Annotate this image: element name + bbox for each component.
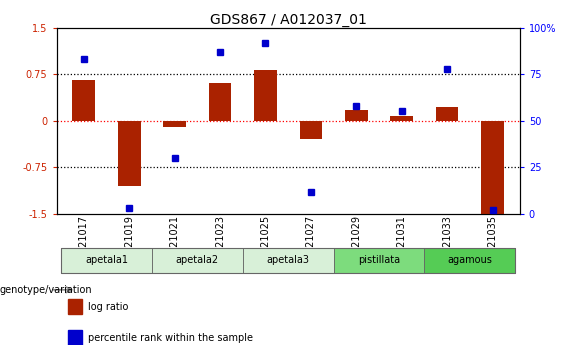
Text: log ratio: log ratio <box>88 302 128 312</box>
Bar <box>163 121 186 127</box>
Text: percentile rank within the sample: percentile rank within the sample <box>88 333 253 343</box>
Text: apetala3: apetala3 <box>267 256 310 265</box>
Bar <box>68 330 82 345</box>
Text: pistillata: pistillata <box>358 256 400 265</box>
Bar <box>152 248 243 273</box>
Bar <box>390 116 413 121</box>
Bar <box>243 248 333 273</box>
Bar <box>72 80 95 121</box>
Bar <box>299 121 322 139</box>
Bar <box>345 110 368 121</box>
Bar <box>254 70 277 121</box>
Text: apetala1: apetala1 <box>85 256 128 265</box>
Bar <box>68 299 82 314</box>
Text: apetala2: apetala2 <box>176 256 219 265</box>
Title: GDS867 / A012037_01: GDS867 / A012037_01 <box>210 12 367 27</box>
Text: agamous: agamous <box>447 256 492 265</box>
Bar <box>118 121 141 186</box>
Bar <box>61 248 152 273</box>
Bar <box>424 248 515 273</box>
Bar <box>333 248 424 273</box>
Bar <box>481 121 504 215</box>
Text: genotype/variation: genotype/variation <box>0 285 93 295</box>
Bar <box>436 107 458 121</box>
Bar <box>208 83 232 121</box>
